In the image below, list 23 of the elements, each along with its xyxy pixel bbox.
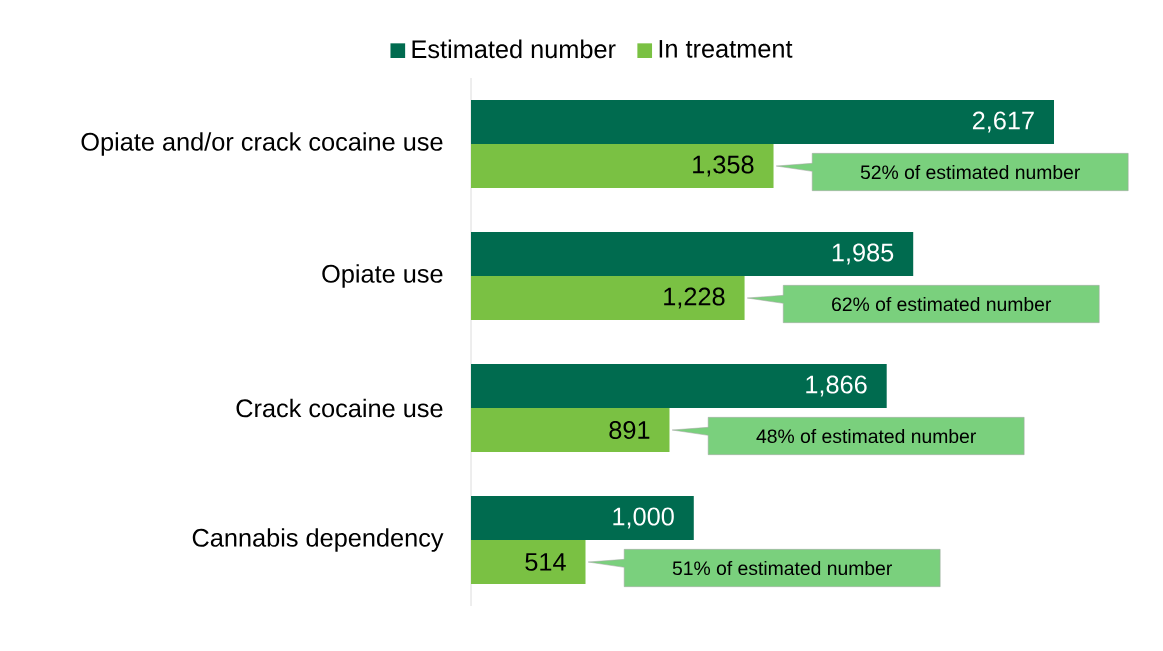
annotation: 52% of estimated number	[860, 164, 1080, 180]
bar	[471, 100, 1055, 145]
annotation: 48% of estimated number	[756, 428, 976, 444]
data-label: 1,866	[806, 375, 867, 397]
data-label: 891	[609, 421, 650, 439]
data-label: 2,617	[972, 111, 1034, 133]
bar	[471, 232, 914, 277]
y-tick-label: Cannabis dependency	[192, 528, 444, 552]
annotation: 62% of estimated number	[832, 296, 1052, 312]
data-label: 1,985	[832, 243, 894, 265]
data-label: 1,000	[613, 507, 674, 529]
data-label: 514	[525, 553, 566, 571]
bar	[471, 540, 586, 585]
data-label: 1,228	[664, 287, 725, 309]
y-tick-label: Opiate and/or crack cocaine use	[81, 132, 443, 156]
data-label: 1,358	[693, 155, 754, 177]
bar	[471, 364, 887, 409]
y-tick-label: Opiate use	[322, 264, 443, 288]
legend-label: In treatment	[659, 40, 793, 58]
bar	[471, 496, 694, 541]
annotation: 51% of estimated number	[672, 560, 892, 576]
y-tick-label: Crack cocaine use	[236, 398, 443, 418]
legend-label: Estimated number	[412, 39, 616, 59]
